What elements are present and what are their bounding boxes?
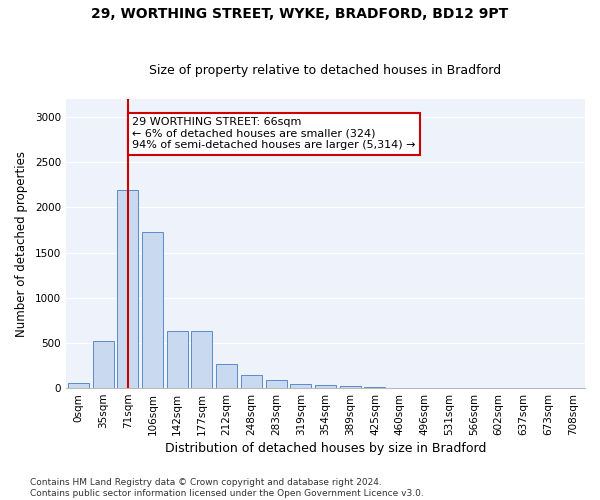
- Y-axis label: Number of detached properties: Number of detached properties: [15, 150, 28, 336]
- Bar: [216, 364, 237, 388]
- Text: 29, WORTHING STREET, WYKE, BRADFORD, BD12 9PT: 29, WORTHING STREET, WYKE, BRADFORD, BD1…: [91, 8, 509, 22]
- Bar: [241, 375, 262, 388]
- Bar: [68, 383, 89, 388]
- Bar: [118, 190, 139, 388]
- Text: 29 WORTHING STREET: 66sqm
← 6% of detached houses are smaller (324)
94% of semi-: 29 WORTHING STREET: 66sqm ← 6% of detach…: [132, 117, 416, 150]
- X-axis label: Distribution of detached houses by size in Bradford: Distribution of detached houses by size …: [165, 442, 486, 455]
- Bar: [92, 341, 113, 388]
- Text: Contains HM Land Registry data © Crown copyright and database right 2024.
Contai: Contains HM Land Registry data © Crown c…: [30, 478, 424, 498]
- Bar: [142, 232, 163, 388]
- Bar: [340, 386, 361, 388]
- Bar: [315, 386, 336, 388]
- Bar: [266, 380, 287, 388]
- Title: Size of property relative to detached houses in Bradford: Size of property relative to detached ho…: [149, 64, 502, 77]
- Bar: [290, 384, 311, 388]
- Bar: [191, 330, 212, 388]
- Bar: [167, 330, 188, 388]
